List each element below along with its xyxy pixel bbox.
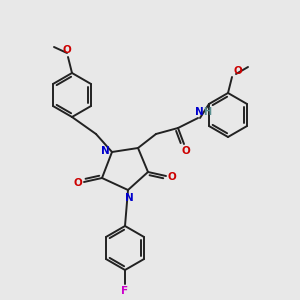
Text: N: N [195, 107, 203, 117]
Text: O: O [168, 172, 176, 182]
Text: F: F [122, 286, 129, 296]
Text: N: N [124, 193, 134, 203]
Text: N: N [100, 146, 109, 156]
Text: O: O [182, 146, 190, 156]
Text: O: O [234, 66, 242, 76]
Text: O: O [63, 45, 71, 55]
Text: O: O [74, 178, 82, 188]
Text: H: H [203, 107, 211, 117]
